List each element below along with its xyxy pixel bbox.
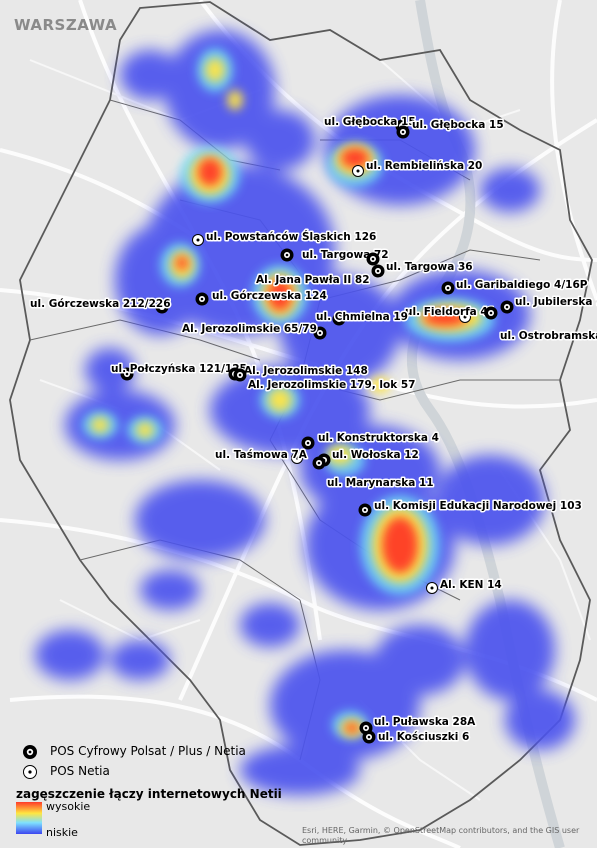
polsat-point-marker[interactable]: [362, 730, 376, 744]
point-label: ul. Taśmowa 7A: [215, 449, 308, 461]
point-label: Al. Jerozolimskie 148: [244, 365, 368, 377]
polsat-point-marker[interactable]: [484, 306, 498, 320]
polsat-point-marker[interactable]: [233, 368, 247, 382]
density-legend-title: zagęszczenie łączy internetowych Netii: [16, 787, 282, 801]
polsat-point-marker[interactable]: [280, 248, 294, 262]
point-label: ul. Ostrobramska 75: [500, 330, 597, 342]
polsat-point-marker[interactable]: [120, 367, 134, 381]
point-label: ul. Głębocka 15: [324, 116, 416, 128]
point-label: ul. Jubilerska 1/3: [515, 296, 597, 308]
polsat-marker-icon: [23, 745, 37, 759]
polsat-point-marker[interactable]: [332, 312, 346, 326]
point-label: ul. Marynarska 11: [327, 477, 434, 489]
polsat-point-marker[interactable]: [313, 326, 327, 340]
polsat-point-marker[interactable]: [396, 125, 410, 139]
netia-point-marker[interactable]: [426, 582, 438, 594]
polsat-point-marker[interactable]: [195, 292, 209, 306]
density-high-label: wysokie: [46, 800, 91, 813]
legend-row-netia: POS Netia: [22, 762, 322, 782]
density-color-ramp: [16, 802, 42, 834]
legend-netia-label: POS Netia: [50, 764, 110, 778]
polsat-point-marker[interactable]: [500, 300, 514, 314]
map-attribution: Esri, HERE, Garmin, © OpenStreetMap cont…: [302, 826, 580, 845]
netia-point-marker[interactable]: [459, 311, 471, 323]
legend-row-polsat: POS Cyfrowy Polsat / Plus / Netia: [22, 742, 322, 762]
polsat-point-marker[interactable]: [441, 281, 455, 295]
point-label: ul. Komisji Edukacji Narodowej 103: [374, 500, 582, 512]
point-label: ul. Głębocka 15: [412, 119, 504, 131]
point-label: ul. Puławska 28A: [374, 716, 476, 728]
point-label: ul. Fieldorfa 41: [405, 306, 495, 318]
point-label: ul. Kościuszki 6: [378, 731, 469, 743]
point-label: Al. Jerozolimskie 179, lok 57: [248, 379, 416, 391]
polsat-point-marker[interactable]: [366, 252, 380, 266]
point-label: Al. KEN 14: [440, 579, 502, 591]
point-label: ul. Konstruktorska 4: [318, 432, 439, 444]
polsat-point-marker[interactable]: [358, 503, 372, 517]
point-label: ul. Wołoska 12: [332, 449, 419, 461]
density-low-label: niskie: [46, 826, 78, 839]
netia-point-marker[interactable]: [192, 234, 204, 246]
netia-point-marker[interactable]: [352, 165, 364, 177]
point-label: Al. Jerozolimskie 65/79: [182, 323, 317, 335]
polsat-point-marker[interactable]: [371, 264, 385, 278]
point-label: ul. Garibaldiego 4/16P: [456, 279, 588, 291]
point-label: ul. Górczewska 124: [212, 290, 327, 302]
polsat-point-marker[interactable]: [312, 456, 326, 470]
point-label: ul. Targowa 36: [386, 261, 473, 273]
netia-point-marker[interactable]: [291, 452, 303, 464]
polsat-point-marker[interactable]: [301, 436, 315, 450]
point-label: ul. Górczewska 212/226: [30, 298, 171, 310]
netia-marker-icon: [23, 765, 37, 779]
point-label: ul. Połczyńska 121/125: [111, 363, 247, 375]
point-label: ul. Chmielna 19: [316, 311, 408, 323]
city-title: WARSZAWA: [14, 16, 118, 34]
legend-polsat-label: POS Cyfrowy Polsat / Plus / Netia: [50, 744, 246, 758]
point-label: Al. Jana Pawła II 82: [256, 274, 370, 286]
polsat-point-marker[interactable]: [155, 300, 169, 314]
point-label: ul. Rembielińska 20: [366, 160, 482, 172]
point-label: ul. Powstańców Śląskich 126: [206, 230, 376, 243]
legend: POS Cyfrowy Polsat / Plus / Netia POS Ne…: [22, 742, 322, 782]
density-heatmap: [35, 30, 575, 795]
city-boundary: [9, 1, 593, 846]
